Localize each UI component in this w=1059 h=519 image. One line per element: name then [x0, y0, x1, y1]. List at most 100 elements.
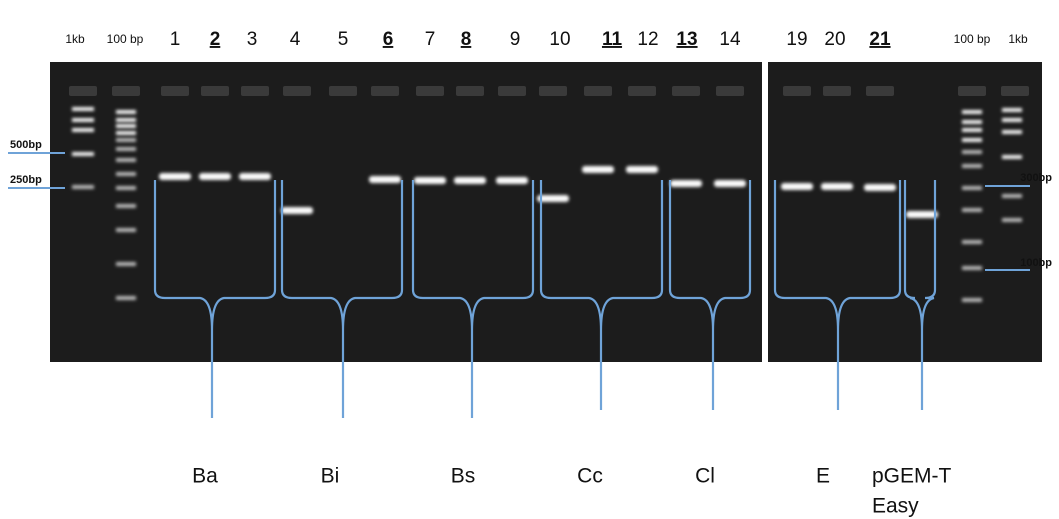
ladder-band	[962, 266, 982, 270]
well	[283, 86, 311, 96]
group-label: Cc	[577, 465, 603, 488]
group-label: Bs	[451, 465, 476, 488]
ladder-band	[116, 262, 136, 266]
well	[371, 86, 399, 96]
ladder-band	[1002, 218, 1022, 222]
well	[866, 86, 894, 96]
bracket	[539, 180, 664, 410]
lane-label: 19	[786, 29, 807, 50]
well	[498, 86, 526, 96]
ladder-band	[116, 147, 136, 151]
ladder-band	[116, 296, 136, 300]
group-label: Bi	[321, 465, 340, 488]
lane-label: 6	[383, 29, 394, 50]
ladder-band	[962, 240, 982, 244]
well	[783, 86, 811, 96]
sample-band	[414, 177, 446, 184]
ladder-band	[72, 185, 94, 189]
ladder-band	[116, 204, 136, 208]
well	[456, 86, 484, 96]
well	[161, 86, 189, 96]
lane-label: 13	[676, 29, 697, 50]
lane-label: 9	[510, 29, 521, 50]
sample-band	[714, 180, 746, 187]
lane-label: 1kb	[65, 32, 85, 46]
sample-band	[281, 207, 313, 214]
group-label: Easy	[872, 495, 919, 518]
well	[1001, 86, 1029, 96]
well	[539, 86, 567, 96]
ladder-band	[1002, 194, 1022, 198]
ladder-band	[72, 118, 94, 122]
lane-label: 5	[338, 29, 349, 50]
lane-label: 8	[461, 29, 472, 50]
ladder-band	[1002, 108, 1022, 112]
labels: 1kb 100 bp 1 2 3 4 5 6 7 8 9 10 11 12 13 14 19 20 21 100 bp…	[10, 29, 1052, 518]
ladder-band	[962, 120, 982, 124]
lane-label: 20	[824, 29, 845, 50]
ladder-band	[116, 131, 136, 135]
bracket	[773, 180, 902, 410]
well	[416, 86, 444, 96]
well	[716, 86, 744, 96]
ladder-band	[116, 228, 136, 232]
lane-label: 14	[719, 29, 741, 50]
bracket	[903, 180, 937, 410]
lane-label: 11	[602, 29, 623, 50]
lane-label: 1kb	[1008, 32, 1028, 46]
lane-label: 100 bp	[954, 32, 991, 46]
well	[823, 86, 851, 96]
ladder-band	[1002, 130, 1022, 134]
lane-label: 3	[247, 29, 258, 50]
well	[112, 86, 140, 96]
sample-band	[239, 173, 271, 180]
ladder-band	[962, 186, 982, 190]
ladder-band	[1002, 118, 1022, 122]
well	[584, 86, 612, 96]
ladder-band	[116, 110, 136, 114]
gel-left	[50, 62, 762, 362]
ladder-band	[962, 164, 982, 168]
size-marker-label: 100bp	[1020, 257, 1052, 269]
ladder-band	[116, 172, 136, 176]
ladder-band	[116, 118, 136, 122]
sample-band	[626, 166, 658, 173]
lane-label: 100 bp	[107, 32, 144, 46]
sample-band	[454, 177, 486, 184]
lane-label: 1	[170, 29, 181, 50]
sample-band	[496, 177, 528, 184]
group-label: pGEM-T	[872, 465, 952, 488]
well	[958, 86, 986, 96]
well	[329, 86, 357, 96]
ladder-band	[116, 138, 136, 142]
sample-band	[821, 183, 853, 190]
ladder-band	[962, 138, 982, 142]
ladder-band	[962, 150, 982, 154]
sample-band	[781, 183, 813, 190]
sample-band	[670, 180, 702, 187]
size-marker-label: 300bp	[1020, 172, 1052, 184]
ladder-band	[116, 124, 136, 128]
ladder-band	[116, 158, 136, 162]
group-label: E	[816, 465, 830, 488]
lane-label: 7	[425, 29, 436, 50]
well	[241, 86, 269, 96]
lane-label: 10	[549, 29, 570, 50]
well	[628, 86, 656, 96]
ladder-band	[116, 186, 136, 190]
gel-bands	[69, 86, 1029, 302]
well	[672, 86, 700, 96]
ladder-band	[72, 128, 94, 132]
lane-label: 12	[637, 29, 658, 50]
bracket	[668, 180, 752, 410]
size-marker-label: 250bp	[10, 174, 42, 186]
ladder-band	[962, 298, 982, 302]
ladder-band	[962, 128, 982, 132]
sample-band	[369, 176, 401, 183]
well	[201, 86, 229, 96]
ladder-band	[962, 110, 982, 114]
brackets	[8, 152, 1030, 418]
sample-band	[159, 173, 191, 180]
bracket	[411, 180, 535, 418]
